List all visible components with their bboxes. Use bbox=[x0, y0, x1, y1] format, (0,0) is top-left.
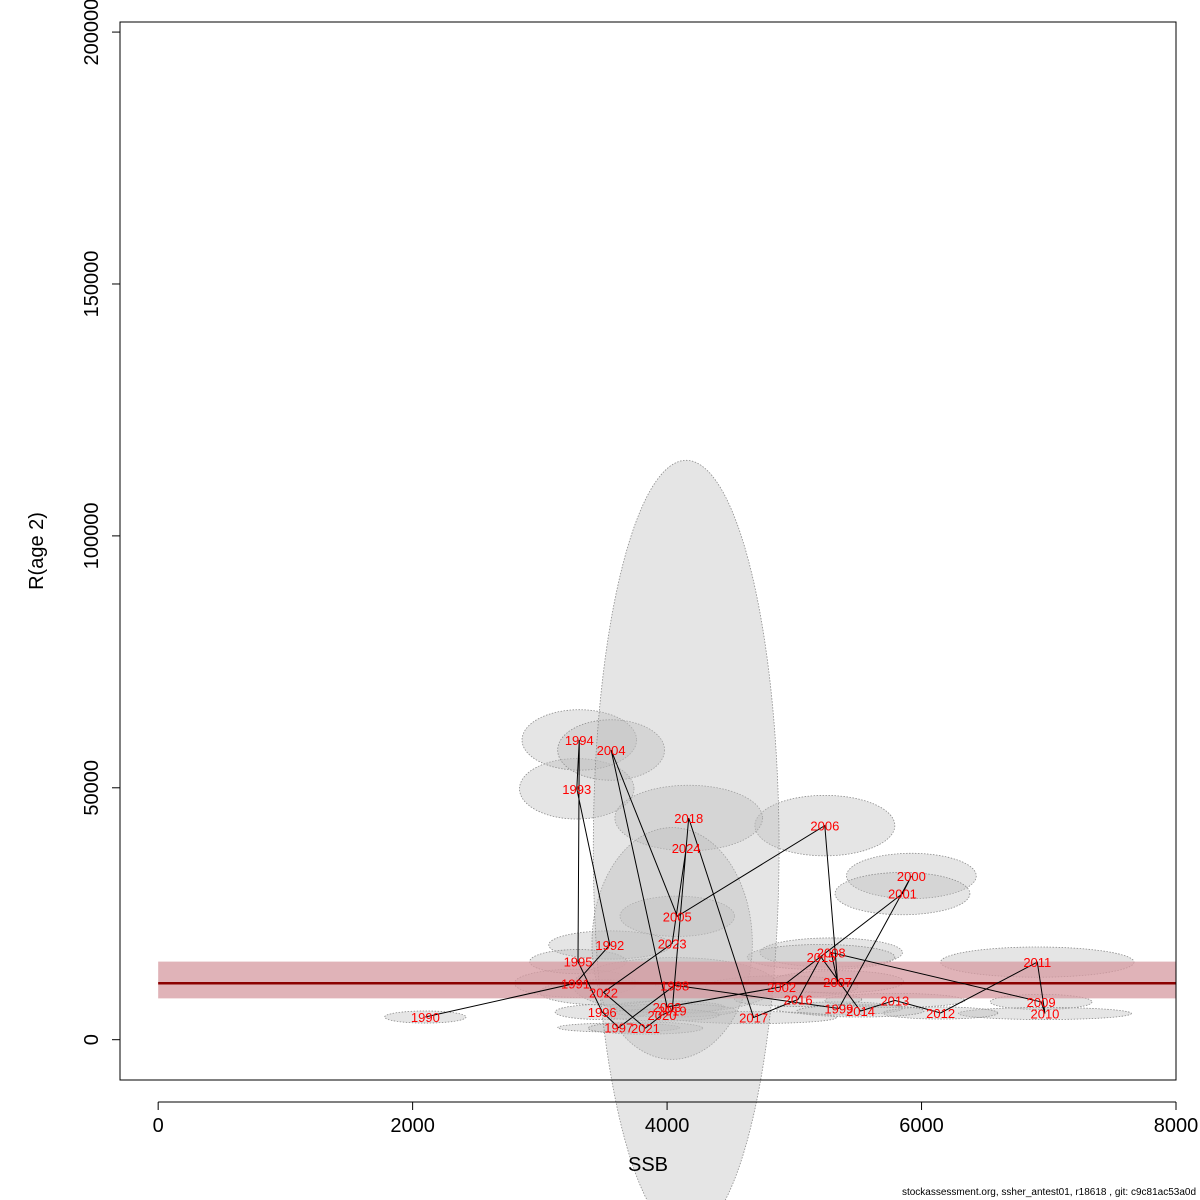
point-label-1998: 1998 bbox=[660, 978, 689, 993]
x-axis-label: SSB bbox=[628, 1154, 668, 1176]
point-label-1990: 1990 bbox=[411, 1010, 440, 1025]
ellipses-layer bbox=[384, 460, 1135, 1200]
point-label-2010: 2010 bbox=[1030, 1006, 1059, 1021]
y-axis-label: R(age 2) bbox=[26, 512, 48, 590]
x-tick-label: 0 bbox=[153, 1115, 164, 1137]
point-label-2024: 2024 bbox=[672, 841, 701, 856]
footer-text: stockassessment.org, ssher_antest01, r18… bbox=[901, 1187, 1196, 1198]
point-label-2007: 2007 bbox=[823, 975, 852, 990]
x-tick-label: 2000 bbox=[390, 1115, 435, 1137]
point-label-2003: 2003 bbox=[653, 1000, 682, 1015]
trajectory-line bbox=[425, 739, 1046, 1029]
point-label-2017: 2017 bbox=[739, 1011, 768, 1026]
x-tick-label: 4000 bbox=[645, 1115, 690, 1137]
point-label-2008: 2008 bbox=[817, 946, 846, 961]
y-tick-label: 150000 bbox=[81, 251, 103, 318]
point-label-1991: 1991 bbox=[561, 976, 590, 991]
ellipse-2024 bbox=[592, 460, 780, 1200]
point-label-1995: 1995 bbox=[564, 955, 593, 970]
point-label-2001: 2001 bbox=[888, 887, 917, 902]
point-label-2013: 2013 bbox=[880, 993, 909, 1008]
point-label-2009: 2009 bbox=[1027, 995, 1056, 1010]
point-label-2014: 2014 bbox=[846, 1004, 875, 1019]
y-tick-label: 200000 bbox=[81, 0, 103, 65]
trajectory-layer bbox=[425, 739, 1046, 1029]
y-tick-label: 0 bbox=[81, 1034, 103, 1045]
point-label-2022: 2022 bbox=[589, 985, 618, 1000]
point-label-2020: 2020 bbox=[648, 1008, 677, 1023]
point-label-1992: 1992 bbox=[595, 938, 624, 953]
x-tick-label: 8000 bbox=[1154, 1115, 1199, 1137]
point-label-2011: 2011 bbox=[1023, 955, 1051, 970]
point-label-2016: 2016 bbox=[784, 992, 813, 1007]
reference-band bbox=[158, 961, 1176, 999]
ellipse-2000 bbox=[846, 852, 977, 900]
point-label-2019: 2019 bbox=[658, 1003, 687, 1018]
point-label-2015: 2015 bbox=[807, 950, 836, 965]
point-label-1997: 1997 bbox=[604, 1021, 633, 1036]
point-label-1996: 1996 bbox=[588, 1005, 617, 1020]
point-label-2004: 2004 bbox=[597, 743, 626, 758]
y-tick-label: 50000 bbox=[81, 760, 103, 816]
point-label-2023: 2023 bbox=[658, 936, 687, 951]
point-label-2000: 2000 bbox=[897, 869, 926, 884]
point-label-1994: 1994 bbox=[565, 733, 594, 748]
point-label-2018: 2018 bbox=[674, 811, 703, 826]
point-label-2012: 2012 bbox=[926, 1006, 955, 1021]
point-label-2021: 2021 bbox=[631, 1021, 660, 1036]
axes-layer: 0 2000 4000 6000 8000 0 50000 100000 150000 20000… bbox=[81, 0, 1198, 1137]
x-tick-label: 6000 bbox=[899, 1115, 944, 1137]
point-label-1993: 1993 bbox=[562, 782, 591, 797]
reference-band-layer bbox=[158, 961, 1176, 999]
point-label-2005: 2005 bbox=[663, 909, 692, 924]
point-label-2006: 2006 bbox=[810, 819, 839, 834]
y-tick-label: 100000 bbox=[81, 503, 103, 570]
point-label-1999: 1999 bbox=[824, 1001, 853, 1016]
point-label-2002: 2002 bbox=[767, 980, 796, 995]
